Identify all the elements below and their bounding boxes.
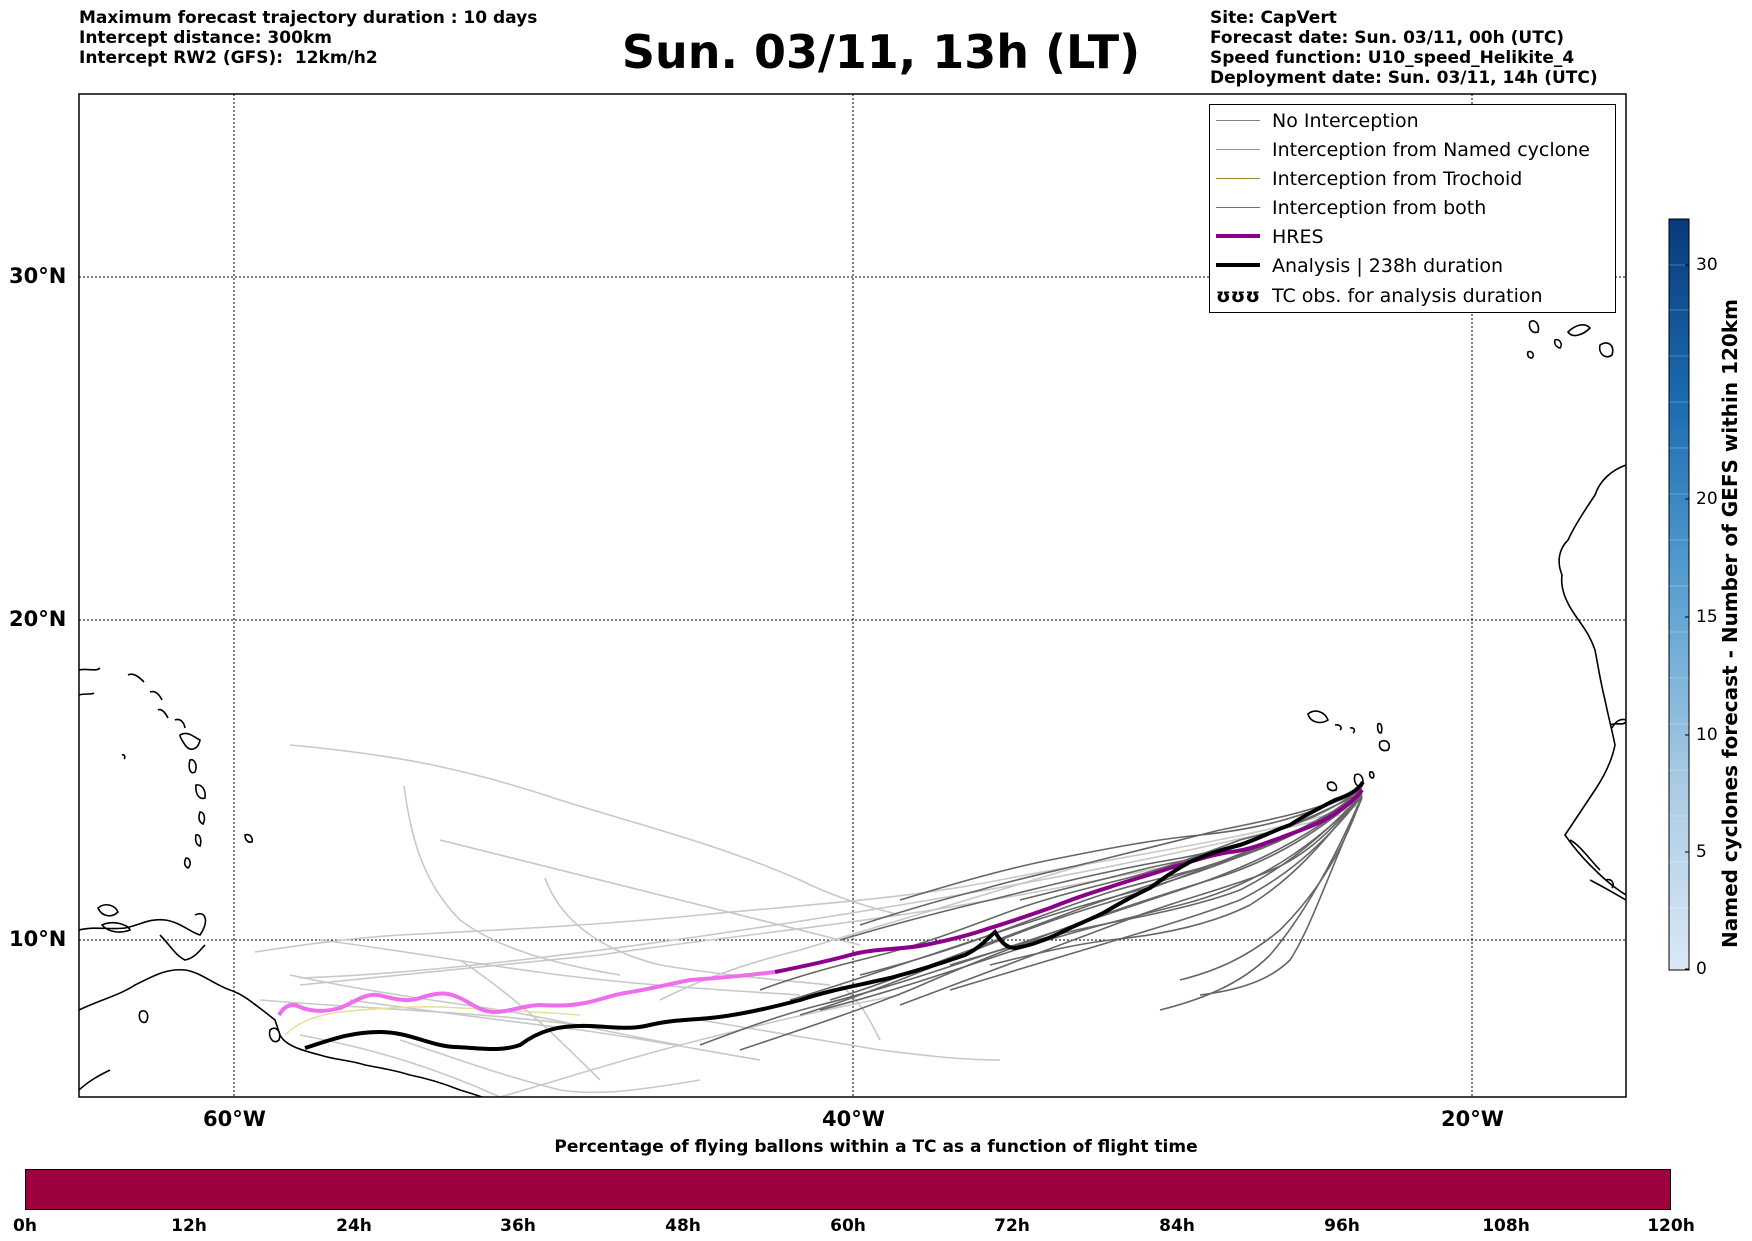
tc-symbol-icon: ʊʊʊ: [1216, 285, 1261, 307]
page-title: Sun. 03/11, 13h (LT): [621, 25, 1141, 79]
legend: No Interception Interception from Named …: [1209, 104, 1616, 313]
legend-label: Interception from both: [1272, 197, 1487, 219]
colorbar-tick-5: 5: [1696, 842, 1707, 862]
time-tick-96h: 96h: [1324, 1216, 1360, 1236]
lat-label-10n: 10°N: [9, 927, 67, 951]
legend-line: [1216, 149, 1260, 150]
legend-line: [1216, 234, 1260, 238]
info-right: Site: CapVert Forecast date: Sun. 03/11,…: [1210, 8, 1598, 88]
legend-item-tc-obs: ʊʊʊ TC obs. for analysis duration: [1210, 282, 1615, 311]
legend-label: TC obs. for analysis duration: [1272, 285, 1543, 307]
lon-label-20w: 20°W: [1441, 1107, 1504, 1131]
legend-line: [1216, 263, 1260, 267]
colorbar-tick-30: 30: [1696, 255, 1718, 275]
legend-label: HRES: [1272, 226, 1324, 248]
info-intercept-rw2: Intercept RW2 (GFS): 12km/h2: [79, 48, 378, 68]
info-intercept-distance: Intercept distance: 300km: [79, 28, 332, 48]
lon-label-40w: 40°W: [822, 1107, 885, 1131]
time-tick-60h: 60h: [830, 1216, 866, 1236]
lon-label-60w: 60°W: [203, 1107, 266, 1131]
colorbar-tick-10: 10: [1696, 725, 1718, 745]
flight-time-bar: [25, 1169, 1671, 1210]
bottom-bar-title: Percentage of flying ballons within a TC…: [554, 1137, 1198, 1157]
colorbar-tick-20: 20: [1696, 489, 1718, 509]
time-tick-12h: 12h: [171, 1216, 207, 1236]
legend-label: Interception from Named cyclone: [1272, 139, 1590, 161]
legend-item-both: Interception from both: [1210, 194, 1615, 223]
legend-item-named-cyclone: Interception from Named cyclone: [1210, 136, 1615, 165]
colorbar-title: Named cyclones forecast - Number of GEFS…: [1718, 299, 1742, 948]
legend-line: [1216, 178, 1260, 179]
map-frame: [78, 93, 1627, 1098]
info-speed-function: Speed function: U10_speed_Helikite_4: [1210, 48, 1575, 68]
legend-label: Interception from Trochoid: [1272, 168, 1523, 190]
ensemble-light: [254, 744, 1361, 1097]
coastline-east: [1307, 320, 1626, 901]
time-tick-36h: 36h: [500, 1216, 536, 1236]
hres-trajectory-light: [277, 970, 776, 1017]
lat-label-30n: 30°N: [9, 264, 67, 288]
info-left: Maximum forecast trajectory duration : 1…: [79, 8, 537, 68]
time-tick-24h: 24h: [336, 1216, 372, 1236]
lat-label-20n: 20°N: [9, 607, 67, 631]
colorbar-tick-15: 15: [1696, 607, 1718, 627]
colorbar: [1668, 218, 1690, 971]
legend-label: No Interception: [1272, 110, 1419, 132]
time-tick-84h: 84h: [1159, 1216, 1195, 1236]
analysis-trajectory: [304, 780, 1365, 1052]
time-tick-72h: 72h: [994, 1216, 1030, 1236]
info-site: Site: CapVert: [1210, 8, 1337, 28]
legend-item-hres: HRES: [1210, 223, 1615, 252]
trochoid-trajectory: [284, 1005, 581, 1036]
legend-item-no-interception: No Interception: [1210, 107, 1615, 136]
coastline-west: [79, 667, 485, 1097]
ensemble-dark: [699, 787, 1363, 1051]
info-deployment-date: Deployment date: Sun. 03/11, 14h (UTC): [1210, 68, 1598, 88]
time-tick-0h: 0h: [13, 1216, 37, 1236]
legend-line: [1216, 120, 1260, 121]
colorbar-tick-0: 0: [1696, 959, 1707, 979]
time-tick-120h: 120h: [1647, 1216, 1695, 1236]
info-forecast-date: Forecast date: Sun. 03/11, 00h (UTC): [1210, 28, 1565, 48]
legend-line: [1216, 207, 1260, 208]
legend-item-analysis: Analysis | 238h duration: [1210, 252, 1615, 281]
time-tick-48h: 48h: [665, 1216, 701, 1236]
time-tick-108h: 108h: [1482, 1216, 1530, 1236]
info-max-duration: Maximum forecast trajectory duration : 1…: [79, 8, 538, 28]
hres-trajectory-dark: [774, 788, 1364, 974]
legend-item-trochoid: Interception from Trochoid: [1210, 165, 1615, 194]
legend-label: Analysis | 238h duration: [1272, 255, 1504, 277]
